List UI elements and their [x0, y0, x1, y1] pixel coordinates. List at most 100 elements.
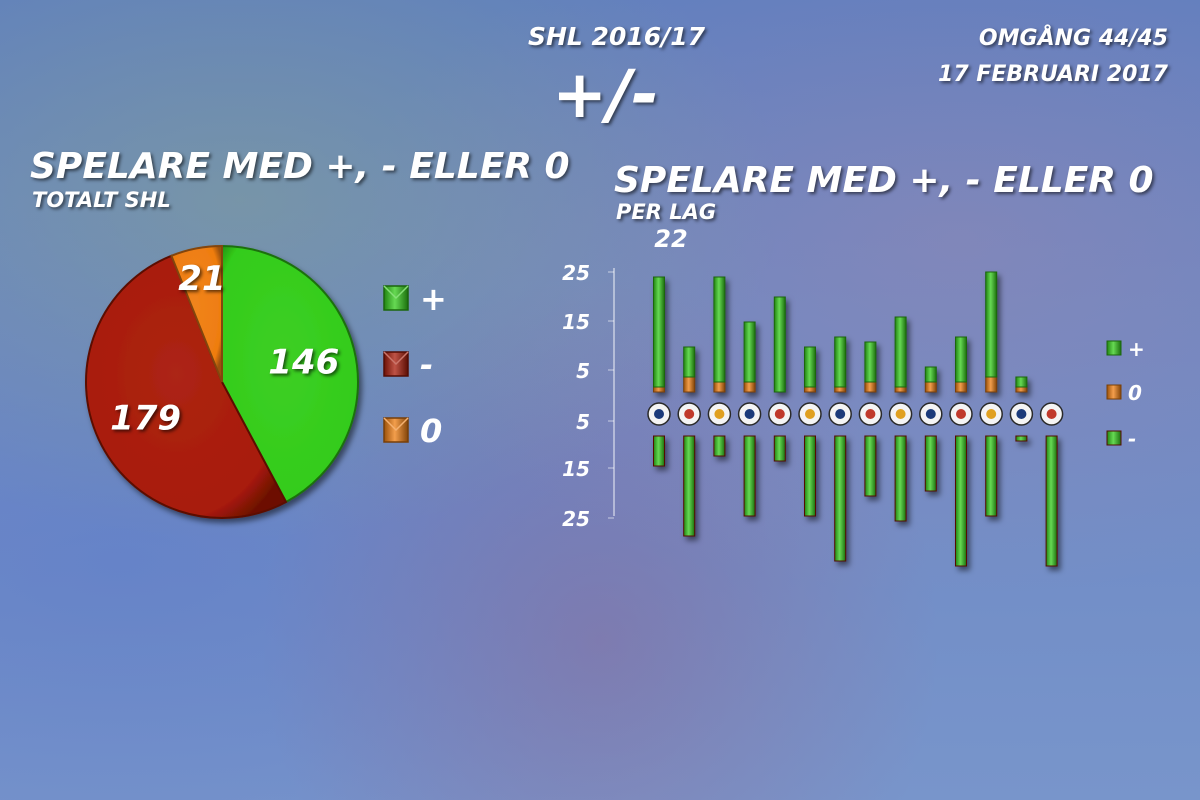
pie-slice-2 — [170, 244, 223, 383]
team-logo-11 — [979, 402, 1003, 426]
bar-zero-1 — [683, 376, 696, 393]
bar-legend-swatch-0 — [1106, 340, 1122, 356]
bar-title: SPELARE MED +, - ELLER 0 — [614, 160, 1154, 201]
bar-plus-10 — [955, 336, 967, 383]
team-logo-mark-5 — [805, 409, 815, 419]
team-logo-12 — [1009, 402, 1034, 426]
league-season-title: SHL 2016/17 — [528, 22, 706, 51]
bar-plus-11 — [985, 271, 998, 378]
bar-minus-2 — [713, 435, 726, 457]
team-logo-2 — [707, 402, 732, 426]
bar-chart — [653, 271, 1058, 567]
team-logo-8 — [888, 402, 913, 426]
bar-minus-8 — [894, 435, 907, 522]
bar-minus-11 — [985, 435, 998, 517]
bar-zero-2 — [713, 381, 726, 393]
bar-zero-11 — [985, 376, 998, 393]
pie-legend-swatch-shine-2 — [383, 417, 409, 432]
team-logo-mark-11 — [986, 409, 997, 419]
bar-plus-9 — [924, 366, 937, 383]
team-logo-mark-6 — [835, 409, 846, 419]
bar-plus-6 — [834, 336, 847, 388]
bar-minus-1 — [683, 435, 696, 537]
team-logo-mark-4 — [774, 409, 785, 419]
bar-plus-0 — [653, 276, 665, 388]
bar-minus-0 — [653, 435, 665, 467]
team-logo-mark-2 — [714, 409, 725, 419]
team-logo-13 — [1039, 402, 1064, 426]
bar-plus-12 — [1015, 376, 1028, 388]
team-logo-mark-10 — [956, 409, 966, 419]
team-logo-3 — [737, 402, 762, 426]
team-logo-9 — [919, 402, 943, 426]
bar-plus-5 — [804, 346, 816, 388]
bar-minus-7 — [864, 435, 877, 497]
pie-legend-label-2: 0 — [420, 412, 442, 450]
team-logo-mark-13 — [1046, 409, 1057, 419]
bar-minus-9 — [924, 435, 937, 492]
y-tick-label-top-0: 25 — [562, 261, 590, 285]
pie-chart — [85, 244, 359, 519]
bar-plus-8 — [894, 316, 907, 388]
team-logo-mark-8 — [895, 409, 906, 419]
team-logo-0 — [647, 402, 671, 426]
bar-zero-8 — [894, 386, 907, 393]
team-logo-7 — [858, 402, 883, 426]
pie-slice-0 — [221, 244, 359, 504]
bar-minus-6 — [834, 435, 847, 562]
bar-minus-4 — [773, 435, 786, 462]
bar-plus-3 — [743, 321, 756, 383]
bar-plus-1 — [683, 346, 696, 378]
pie-title: SPELARE MED +, - ELLER 0 — [30, 146, 570, 187]
pie-legend-swatch-shine-1 — [383, 351, 409, 366]
bar-minus-12 — [1015, 435, 1028, 442]
bar-subtitle: PER LAG — [616, 200, 717, 224]
team-logo-6 — [828, 402, 852, 426]
team-logo-mark-9 — [925, 409, 936, 419]
bar-zero-5 — [804, 386, 816, 393]
team-logo-mark-3 — [744, 409, 755, 419]
bar-zero-9 — [924, 381, 937, 393]
y-tick-label-bottom-2: 25 — [562, 507, 590, 531]
pie-legend-label-1: - — [420, 346, 433, 384]
pie-value-label-0: 146 — [268, 343, 339, 383]
bar-legend-label-2: - — [1128, 427, 1136, 451]
pie-legend-label-0: + — [420, 280, 447, 318]
y-tick-label-bottom-1: 15 — [562, 457, 590, 481]
bar-zero-7 — [864, 381, 877, 393]
team-logo-mark-12 — [1016, 409, 1027, 419]
team-logo-10 — [949, 402, 973, 426]
bar-minus-13 — [1045, 435, 1058, 567]
bar-legend-swatch-2 — [1106, 430, 1122, 446]
pie-subtitle: TOTALT SHL — [32, 188, 171, 212]
y-tick-label-top-1: 15 — [562, 310, 590, 334]
pie-value-label-1: 179 — [110, 399, 181, 439]
team-logo-mark-7 — [865, 409, 876, 419]
team-logo-mark-1 — [684, 409, 695, 419]
y-tick-label-top-2: 5 — [576, 359, 590, 383]
team-logo-1 — [677, 402, 701, 426]
pie-legend-swatch-shine-0 — [383, 285, 409, 300]
bar-legend-label-1: 0 — [1128, 381, 1142, 405]
pie-value-label-2: 21 — [178, 259, 225, 299]
bar-zero-12 — [1015, 386, 1028, 393]
plus-minus-symbol: +/- — [552, 56, 659, 133]
bar-zero-6 — [834, 386, 847, 393]
bar-minus-10 — [955, 435, 967, 567]
bar-legend-label-0: + — [1128, 337, 1145, 361]
pie-slice-1 — [85, 254, 288, 519]
team-logo-5 — [798, 402, 822, 426]
bar-plus-4 — [773, 296, 786, 393]
bar-plus-2 — [713, 276, 726, 383]
bar-legend-swatch-1 — [1106, 384, 1122, 400]
bar-annotation-0: 22 — [654, 225, 687, 253]
team-logo-mark-0 — [654, 409, 664, 419]
y-tick-label-bottom-0: 5 — [576, 410, 590, 434]
date-label: 17 FEBRUARI 2017 — [938, 62, 1168, 87]
bar-zero-0 — [653, 386, 665, 393]
round-label: OMGÅNG 44/45 — [978, 26, 1168, 51]
bar-zero-10 — [955, 381, 967, 393]
bar-plus-7 — [864, 341, 877, 383]
team-logo-4 — [768, 402, 792, 426]
